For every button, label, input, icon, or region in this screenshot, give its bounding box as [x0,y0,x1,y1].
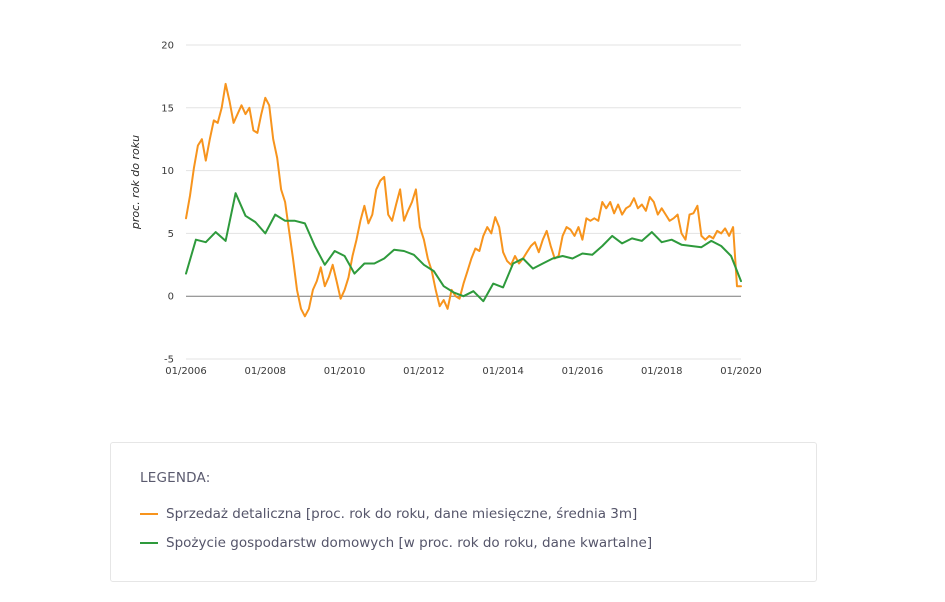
line-chart: -5 0 5 10 15 20 01/2006 01/2008 01/2010 01/2012 01… [129,41,762,378]
y-tick-label: 0 [168,292,174,303]
legend-label-consumption: Spożycie gospodarstw domowych [w proc. r… [166,535,653,551]
x-tick-label: 01/2006 [165,366,207,377]
y-tick-label: 5 [168,229,174,240]
x-tick-label: 01/2010 [324,366,366,377]
y-tick-label: 10 [161,166,174,177]
x-tick-label: 01/2014 [482,366,524,377]
x-tick-label: 01/2020 [720,366,762,377]
legend-title: LEGENDA: [140,470,211,486]
series-line-consumption [185,192,742,303]
legend-label-retail: Sprzedaż detaliczna [proc. rok do roku, … [166,506,638,522]
legend-swatch-retail [140,513,158,515]
x-tick-label: 01/2018 [641,366,683,377]
series-line-retail [185,82,742,318]
x-tick-label: 01/2008 [245,366,287,377]
y-tick-label: 20 [161,41,174,52]
x-tick-label: 01/2012 [403,366,445,377]
y-axis-title: proc. rok do roku [129,135,142,230]
y-tick-label: -5 [164,355,174,366]
chart-svg: -5 0 5 10 15 20 01/2006 01/2008 01/2010 01/2012 01… [129,41,762,378]
legend-box: LEGENDA: Sprzedaż detaliczna [proc. rok … [110,442,817,582]
legend-item-consumption: Spożycie gospodarstw domowych [w proc. r… [140,533,652,553]
legend-swatch-consumption [140,542,158,544]
x-tick-label: 01/2016 [562,366,604,377]
y-tick-label: 15 [161,103,174,114]
legend-item-retail: Sprzedaż detaliczna [proc. rok do roku, … [140,504,637,524]
